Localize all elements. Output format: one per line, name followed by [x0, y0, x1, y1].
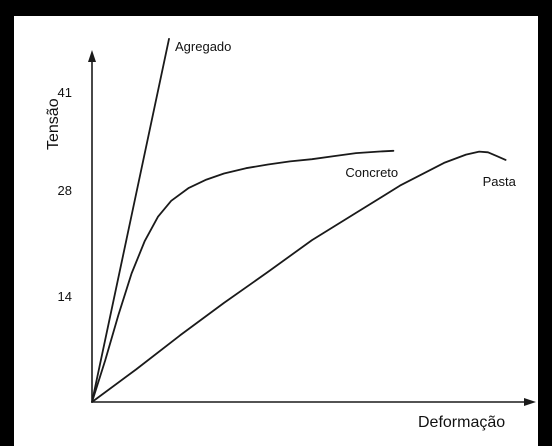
x-axis-arrow — [524, 398, 536, 406]
y-axis-label: Tensão — [45, 98, 62, 150]
axes — [88, 50, 536, 406]
series-lines — [91, 38, 507, 403]
y-ticks: 14 28 41 — [58, 85, 72, 304]
series-label-pasta: Pasta — [483, 174, 517, 189]
x-axis-label: Deformação — [418, 414, 505, 431]
series-line-concreto — [91, 149, 395, 403]
series-line-pasta — [91, 150, 507, 403]
y-tick-label: 28 — [58, 183, 72, 198]
y-tick-label: 14 — [58, 289, 72, 304]
y-tick-label: 41 — [58, 85, 72, 100]
series-label-agregado: Agregado — [175, 39, 231, 54]
series-line-agregado — [91, 38, 170, 403]
y-axis-arrow — [88, 50, 96, 62]
series-label-concreto: Concreto — [345, 165, 398, 180]
